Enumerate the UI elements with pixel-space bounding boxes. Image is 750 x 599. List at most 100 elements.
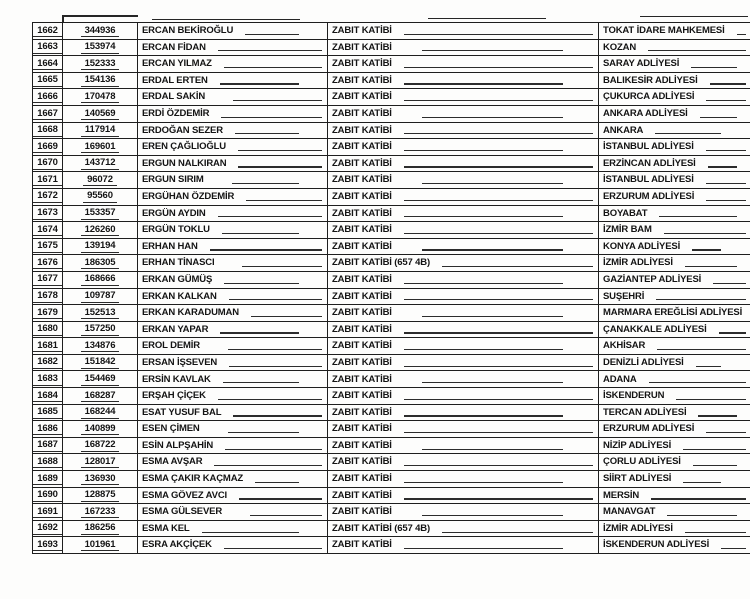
- name-cell: ERDOĞAN SEZER: [137, 121, 328, 140]
- registry-number-cell: 168287: [62, 387, 138, 405]
- court-cell: KONYA ADLİYESİ: [598, 237, 750, 256]
- table-row: 1668 117914 ERDOĞAN SEZER ZABIT KATİBİ ANKAR…: [32, 121, 750, 140]
- table-row: 1689 136930 ESMA ÇAKIR KAÇMAZ ZABIT KATİBİ S…: [32, 470, 750, 488]
- name-cell: ESMA ÇAKIR KAÇMAZ: [137, 470, 328, 488]
- name-cell: ERDAL ERTEN: [137, 71, 328, 90]
- title-cell: ZABIT KATİBİ: [327, 104, 599, 123]
- registry-number-cell: 126260: [62, 221, 138, 239]
- title-cell: ZABIT KATİBİ: [327, 22, 599, 40]
- title-cell: ZABIT KATİBİ: [327, 287, 599, 306]
- row-number-cell: 1671: [32, 171, 63, 189]
- registry-number-cell: 140899: [62, 420, 138, 438]
- row-number-cell: 1675: [32, 237, 63, 256]
- registry-number-cell: 140569: [62, 104, 138, 123]
- registry-number-cell: 136930: [62, 470, 138, 488]
- table-row: 1664 152333 ERCAN YILMAZ ZABIT KATİBİ SARAY …: [32, 55, 750, 73]
- court-cell: TOKAT İDARE MAHKEMESİ: [598, 22, 750, 40]
- court-cell: ERZİNCAN ADLİYESİ: [598, 154, 750, 173]
- court-cell: İSKENDERUN: [598, 387, 750, 405]
- name-cell: ESMA AVŞAR: [137, 453, 328, 472]
- registry-number-cell: 143712: [62, 154, 138, 173]
- registry-number-cell: 157250: [62, 320, 138, 339]
- name-cell: ERCAN YILMAZ: [137, 55, 328, 73]
- name-cell: ESMA GÜLSEVER: [137, 503, 328, 521]
- court-cell: MANAVGAT: [598, 503, 750, 521]
- row-number-cell: 1665: [32, 71, 63, 90]
- registry-number-cell: 117914: [62, 121, 138, 140]
- registry-number-cell: 128017: [62, 453, 138, 472]
- court-cell: ANKARA ADLİYESİ: [598, 104, 750, 123]
- table-row: 1681 134876 EROL DEMİR ZABIT KATİBİ AKHİSAR: [32, 337, 750, 355]
- row-number-cell: 1673: [32, 204, 63, 223]
- court-cell: NİZİP ADLİYESİ: [598, 436, 750, 455]
- court-cell: KOZAN: [598, 38, 750, 57]
- title-cell: ZABIT KATİBİ: [327, 71, 599, 90]
- registry-number-cell: 169601: [62, 138, 138, 156]
- name-cell: ERSİN KAVLAK: [137, 370, 328, 389]
- court-cell: ÇUKURCA ADLİYESİ: [598, 88, 750, 106]
- table-row: 1684 168287 ERŞAH ÇİÇEK ZABIT KATİBİ İSKENDE…: [32, 387, 750, 405]
- name-cell: ERHAN HAN: [137, 237, 328, 256]
- registry-number-cell: 154469: [62, 370, 138, 389]
- court-cell: ÇORLU ADLİYESİ: [598, 453, 750, 472]
- title-cell: ZABIT KATİBİ: [327, 154, 599, 173]
- title-cell: ZABIT KATİBİ: [327, 320, 599, 339]
- name-cell: ERGÜN TOKLU: [137, 221, 328, 239]
- name-cell: ERKAN KALKAN: [137, 287, 328, 306]
- title-cell: ZABIT KATİBİ: [327, 387, 599, 405]
- row-number-cell: 1676: [32, 254, 63, 272]
- table-row: 1688 128017 ESMA AVŞAR ZABIT KATİBİ ÇORLU AD…: [32, 453, 750, 472]
- table-row: 1676 186305 ERHAN TİNASCI ZABIT KATİBİ (657…: [32, 254, 750, 272]
- row-number-cell: 1691: [32, 503, 63, 521]
- name-cell: ERKAN GÜMÜŞ: [137, 270, 328, 289]
- row-number-cell: 1666: [32, 88, 63, 106]
- title-cell: ZABIT KATİBİ: [327, 304, 599, 322]
- scan-artifact-line: [428, 18, 546, 20]
- row-number-cell: 1684: [32, 387, 63, 405]
- name-cell: ERHAN TİNASCI: [137, 254, 328, 272]
- title-cell: ZABIT KATİBİ: [327, 337, 599, 355]
- table-row: 1686 140899 ESEN ÇİMEN ZABIT KATİBİ ERZURUM …: [32, 420, 750, 438]
- row-number-cell: 1685: [32, 403, 63, 422]
- registry-number-cell: 344936: [62, 22, 138, 40]
- name-cell: ESAT YUSUF BAL: [137, 403, 328, 422]
- title-cell: ZABIT KATİBİ: [327, 270, 599, 289]
- row-number-cell: 1668: [32, 121, 63, 140]
- table-row: 1674 126260 ERGÜN TOKLU ZABIT KATİBİ İZMİR B…: [32, 221, 750, 239]
- row-number-cell: 1680: [32, 320, 63, 339]
- row-number-cell: 1693: [32, 536, 63, 554]
- name-cell: ESRA AKÇİÇEK: [137, 536, 328, 554]
- court-cell: ERZURUM ADLİYESİ: [598, 187, 750, 206]
- registry-number-cell: 95560: [62, 187, 138, 206]
- row-number-cell: 1686: [32, 420, 63, 438]
- registry-number-cell: 153974: [62, 38, 138, 57]
- title-cell: ZABIT KATİBİ: [327, 370, 599, 389]
- court-cell: İSKENDERUN ADLİYESİ: [598, 536, 750, 554]
- registry-number-cell: 168722: [62, 436, 138, 455]
- row-number-cell: 1689: [32, 470, 63, 488]
- table-row: 1677 168666 ERKAN GÜMÜŞ ZABIT KATİBİ GAZİANT…: [32, 270, 750, 289]
- registry-number-cell: 170478: [62, 88, 138, 106]
- name-cell: ERSAN İŞSEVEN: [137, 353, 328, 372]
- table-row: 1693 101961 ESRA AKÇİÇEK ZABIT KATİBİ İSKEND…: [32, 536, 750, 554]
- title-cell: ZABIT KATİBİ: [327, 353, 599, 372]
- registry-number-cell: 153357: [62, 204, 138, 223]
- row-number-cell: 1672: [32, 187, 63, 206]
- registry-number-cell: 167233: [62, 503, 138, 521]
- registry-number-cell: 154136: [62, 71, 138, 90]
- row-number-cell: 1681: [32, 337, 63, 355]
- registry-number-cell: 128875: [62, 486, 138, 505]
- table-row: 1685 168244 ESAT YUSUF BAL ZABIT KATİBİ TERC…: [32, 403, 750, 422]
- name-cell: ERŞAH ÇİÇEK: [137, 387, 328, 405]
- table-row: 1678 109787 ERKAN KALKAN ZABIT KATİBİ SUŞEHR…: [32, 287, 750, 306]
- court-cell: TERCAN ADLİYESİ: [598, 403, 750, 422]
- title-cell: ZABIT KATİBİ: [327, 88, 599, 106]
- name-cell: ERGUN SIRIM: [137, 171, 328, 189]
- title-cell: ZABIT KATİBİ: [327, 55, 599, 73]
- personnel-table-body: 1662 344936 ERCAN BEKİROĞLU ZABIT KATİBİ TOK…: [32, 22, 750, 554]
- court-cell: İZMİR ADLİYESİ: [598, 254, 750, 272]
- registry-number-cell: 186305: [62, 254, 138, 272]
- table-row: 1675 139194 ERHAN HAN ZABIT KATİBİ KONYA ADL…: [32, 237, 750, 256]
- row-number-cell: 1662: [32, 22, 63, 40]
- scan-artifact-line: [640, 16, 748, 18]
